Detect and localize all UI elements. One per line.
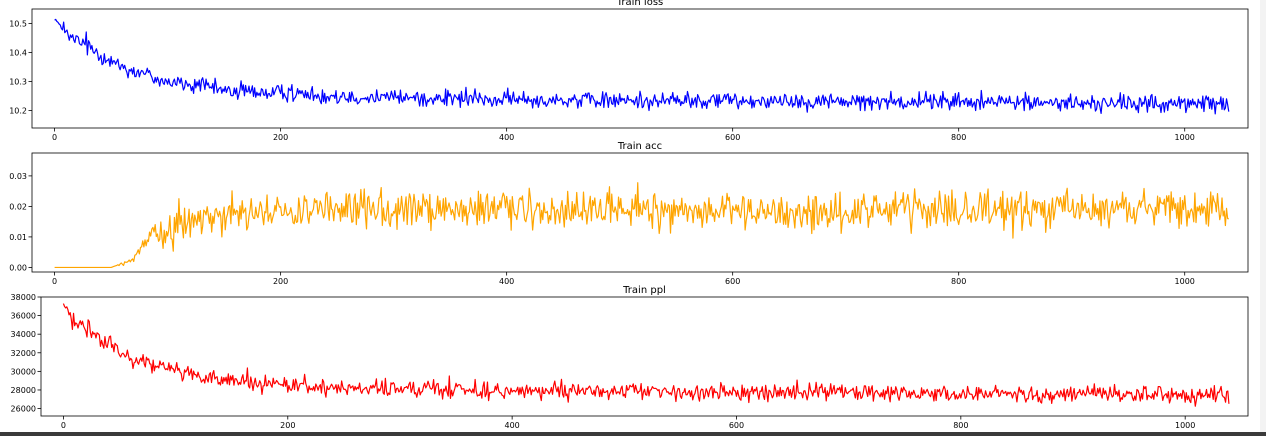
axes-frame — [31, 8, 1249, 129]
x-tick-label: 1000 — [1175, 421, 1195, 430]
x-tick-label: 600 — [725, 277, 740, 286]
y-tick-label: 36000 — [11, 312, 36, 321]
subplot-2: Train acc 0 200 400 600 800 1000 0.00 0.01 0.02 0.… — [9, 141, 1249, 286]
subplot-1: Train loss 0 200 400 600 800 1000 10.2 10.3 10.4 1… — [9, 0, 1249, 142]
x-tick-label: 800 — [953, 421, 968, 430]
x-tick-label: 1000 — [1175, 133, 1195, 142]
chart-title: Train loss — [616, 0, 664, 8]
y-tick-label: 10.4 — [9, 49, 27, 58]
series-line — [54, 18, 1230, 115]
y-tick-label: 28000 — [11, 386, 36, 395]
y-tick-label: 0.01 — [9, 233, 27, 242]
x-tick-label: 200 — [273, 277, 288, 286]
y-tick-label: 38000 — [11, 293, 36, 302]
x-tick-label: 1000 — [1175, 277, 1195, 286]
bottom-border — [0, 432, 1266, 436]
series-line — [54, 182, 1229, 269]
chart-title: Train ppl — [622, 285, 666, 296]
y-tick-label: 10.5 — [9, 20, 27, 29]
x-tick-label: 800 — [951, 277, 966, 286]
x-tick-label: 0 — [52, 133, 57, 142]
y-tick-label: 26000 — [11, 405, 36, 414]
x-tick-label: 400 — [499, 133, 514, 142]
chart-title: Train acc — [617, 141, 662, 152]
x-tick-label: 600 — [729, 421, 744, 430]
y-tick-label: 32000 — [11, 349, 36, 358]
y-tick-label: 30000 — [11, 367, 36, 376]
subplot-3: Train ppl 0 200 400 600 800 1000 26000 28000 3000… — [11, 285, 1249, 430]
y-tick-label: 0.03 — [9, 172, 27, 181]
x-tick-label: 600 — [725, 133, 740, 142]
y-tick-label: 10.2 — [9, 107, 27, 116]
axes-frame — [31, 152, 1249, 273]
y-tick-label: 0.00 — [9, 263, 27, 272]
x-tick-label: 0 — [61, 421, 66, 430]
x-tick-label: 800 — [951, 133, 966, 142]
x-tick-label: 400 — [504, 421, 519, 430]
scrollbar-track[interactable] — [1260, 0, 1266, 432]
axes-frame — [40, 296, 1249, 417]
x-tick-label: 200 — [273, 133, 288, 142]
y-tick-label: 10.3 — [9, 78, 27, 87]
x-tick-label: 200 — [280, 421, 295, 430]
y-tick-label: 0.02 — [9, 202, 27, 211]
y-tick-label: 34000 — [11, 330, 36, 339]
x-tick-label: 400 — [499, 277, 514, 286]
x-tick-label: 0 — [52, 277, 57, 286]
series-line — [62, 303, 1230, 407]
